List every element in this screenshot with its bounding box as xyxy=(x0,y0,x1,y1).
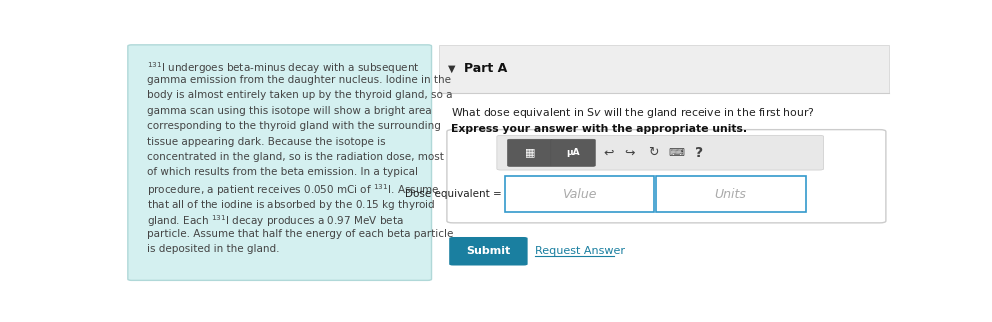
FancyBboxPatch shape xyxy=(439,93,889,279)
Text: Submit: Submit xyxy=(466,246,511,256)
FancyBboxPatch shape xyxy=(446,130,886,223)
Text: $^{131}$I undergoes beta-minus decay with a subsequent: $^{131}$I undergoes beta-minus decay wit… xyxy=(147,60,420,76)
FancyBboxPatch shape xyxy=(505,176,655,212)
Text: gamma scan using this isotope will show a bright area: gamma scan using this isotope will show … xyxy=(147,106,432,116)
Text: body is almost entirely taken up by the thyroid gland, so a: body is almost entirely taken up by the … xyxy=(147,90,452,100)
Text: μA: μA xyxy=(566,148,579,157)
Text: Part A: Part A xyxy=(464,62,507,75)
Text: concentrated in the gland, so is the radiation dose, most: concentrated in the gland, so is the rad… xyxy=(147,152,444,162)
FancyBboxPatch shape xyxy=(508,139,553,166)
FancyBboxPatch shape xyxy=(551,139,595,166)
Text: Units: Units xyxy=(714,188,747,201)
Text: tissue appearing dark. Because the isotope is: tissue appearing dark. Because the isoto… xyxy=(147,137,386,147)
Text: ↻: ↻ xyxy=(648,146,658,159)
FancyBboxPatch shape xyxy=(439,45,889,93)
FancyBboxPatch shape xyxy=(656,176,806,212)
Text: ▦: ▦ xyxy=(525,148,535,158)
Text: Request Answer: Request Answer xyxy=(536,246,625,256)
Text: ▼: ▼ xyxy=(448,64,456,74)
FancyBboxPatch shape xyxy=(497,135,823,170)
Text: ?: ? xyxy=(695,146,703,160)
Text: Value: Value xyxy=(561,188,596,201)
Text: ⌨: ⌨ xyxy=(668,148,684,158)
Text: that all of the iodine is absorbed by the 0.15 $\mathrm{kg}$ thyroid: that all of the iodine is absorbed by th… xyxy=(147,198,435,212)
FancyBboxPatch shape xyxy=(128,45,432,280)
Text: gamma emission from the daughter nucleus. Iodine in the: gamma emission from the daughter nucleus… xyxy=(147,75,451,85)
Text: ↪: ↪ xyxy=(625,146,635,159)
Text: is deposited in the gland.: is deposited in the gland. xyxy=(147,244,280,254)
Text: corresponding to the thyroid gland with the surrounding: corresponding to the thyroid gland with … xyxy=(147,121,440,131)
Text: of which results from the beta emission. In a typical: of which results from the beta emission.… xyxy=(147,167,418,177)
Text: What dose equivalent in $\mathsf{S}v$ will the gland receive in the first hour?: What dose equivalent in $\mathsf{S}v$ wi… xyxy=(450,106,814,119)
Text: ↩: ↩ xyxy=(603,146,614,159)
FancyBboxPatch shape xyxy=(449,237,528,266)
Text: Express your answer with the appropriate units.: Express your answer with the appropriate… xyxy=(450,124,747,134)
Text: procedure, a patient receives 0.050 $\mathrm{mCi}$ of $^{131}$I. Assume: procedure, a patient receives 0.050 $\ma… xyxy=(147,183,439,198)
Text: particle. Assume that half the energy of each beta particle: particle. Assume that half the energy of… xyxy=(147,229,453,239)
Text: gland. Each $^{131}$I decay produces a 0.97 $\mathrm{MeV}$ beta: gland. Each $^{131}$I decay produces a 0… xyxy=(147,213,404,229)
Text: Dose equivalent =: Dose equivalent = xyxy=(406,189,502,199)
